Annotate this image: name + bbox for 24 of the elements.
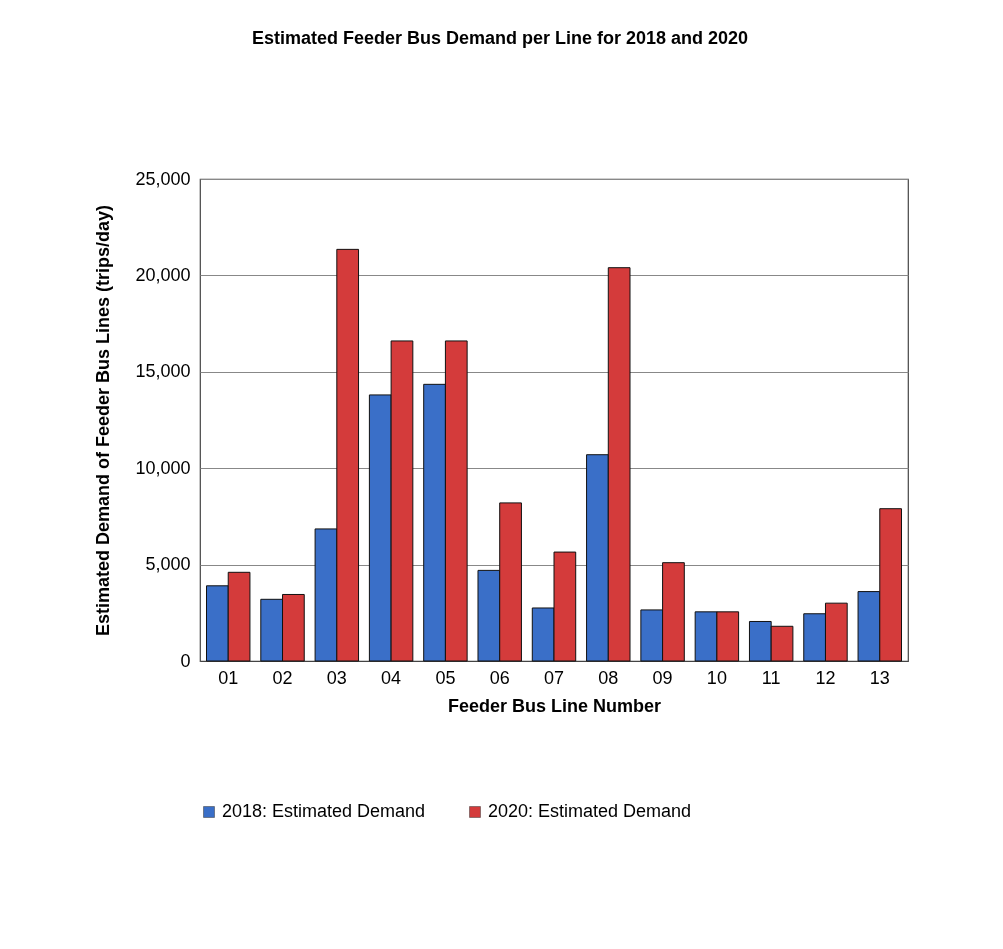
y-tick-label: 10,000 <box>135 457 191 478</box>
y-tick-label: 15,000 <box>135 361 191 382</box>
x-tick-label: 08 <box>598 667 619 688</box>
x-tick-label: 09 <box>652 667 673 688</box>
y-axis-title: Estimated Demand of Feeder Bus Lines (trips/day) <box>93 204 114 637</box>
y-tick-label: 5,000 <box>145 554 191 575</box>
x-tick-label: 13 <box>869 667 890 688</box>
y-tick-label: 20,000 <box>135 264 191 285</box>
y-tick-label: 25,000 <box>135 168 191 189</box>
chart-title: Estimated Feeder Bus Demand per Line for 2018 and 2020 <box>251 28 749 48</box>
x-tick-label: 12 <box>815 667 836 688</box>
x-tick-label: 07 <box>543 667 565 688</box>
x-tick-label: 02 <box>272 667 293 688</box>
x-tick-label: 06 <box>489 667 510 688</box>
x-tick-label: 10 <box>706 667 727 688</box>
x-tick-label: 03 <box>326 667 347 688</box>
legend-label: 2018: Estimated Demand <box>222 801 426 821</box>
x-tick-label: 01 <box>218 667 239 688</box>
y-tick-label: 0 <box>180 650 191 671</box>
x-tick-label: 11 <box>761 667 781 688</box>
x-tick-label: 04 <box>381 667 402 688</box>
x-tick-label: 05 <box>435 667 456 688</box>
legend-label: 2020: Estimated Demand <box>488 801 692 821</box>
x-axis-title: Feeder Bus Line Number <box>447 695 662 716</box>
